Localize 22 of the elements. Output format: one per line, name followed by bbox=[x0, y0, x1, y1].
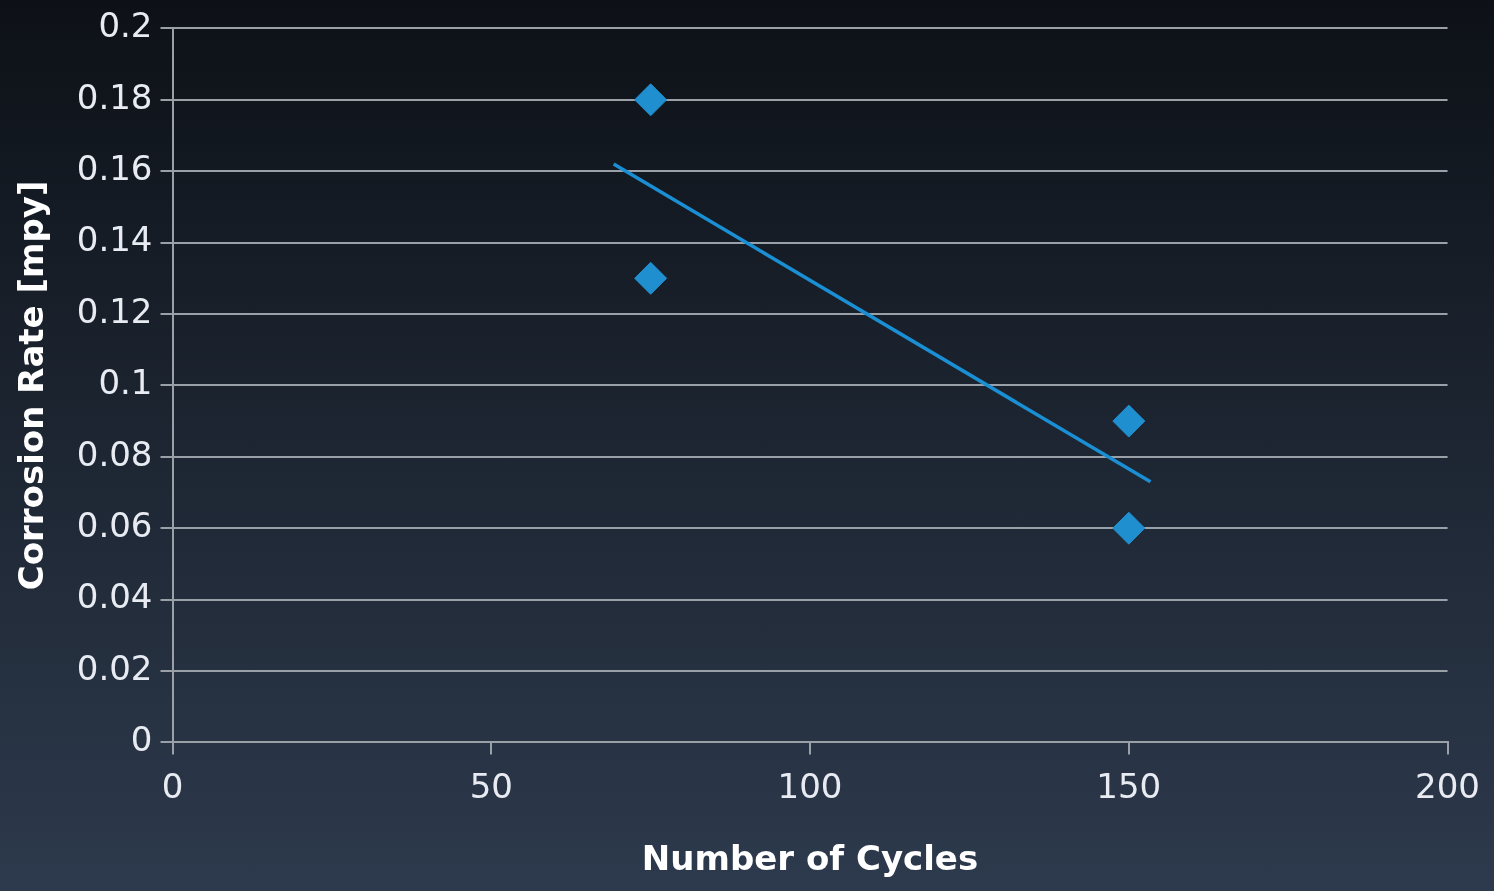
y-tick-label: 0.18 bbox=[76, 76, 153, 117]
y-tick-label: 0.02 bbox=[76, 647, 153, 688]
x-tick-label: 100 bbox=[777, 765, 843, 806]
x-tick-label: 0 bbox=[161, 765, 184, 806]
y-axis-title: Corrosion Rate [mpy] bbox=[11, 180, 52, 591]
point bbox=[634, 261, 668, 295]
x-tick-label: 200 bbox=[1415, 765, 1481, 806]
y-tick-label: 0.16 bbox=[76, 148, 153, 189]
y-tick-label: 0 bbox=[130, 719, 153, 760]
y-tick-label: 0.14 bbox=[76, 219, 153, 260]
x-tick-label: 50 bbox=[469, 765, 513, 806]
y-tick-label: 0.12 bbox=[76, 290, 153, 331]
y-tick-label: 0.1 bbox=[98, 362, 153, 403]
point bbox=[1112, 404, 1146, 438]
y-tick-label: 0.08 bbox=[76, 433, 153, 474]
x-axis-title: Number of Cycles bbox=[641, 838, 979, 879]
point bbox=[1112, 511, 1146, 545]
y-tick-label: 0.2 bbox=[98, 5, 153, 46]
y-tick-label: 0.06 bbox=[76, 505, 153, 546]
y-tick-label: 0.04 bbox=[76, 576, 153, 617]
point bbox=[634, 83, 668, 117]
x-tick-label: 150 bbox=[1096, 765, 1162, 806]
